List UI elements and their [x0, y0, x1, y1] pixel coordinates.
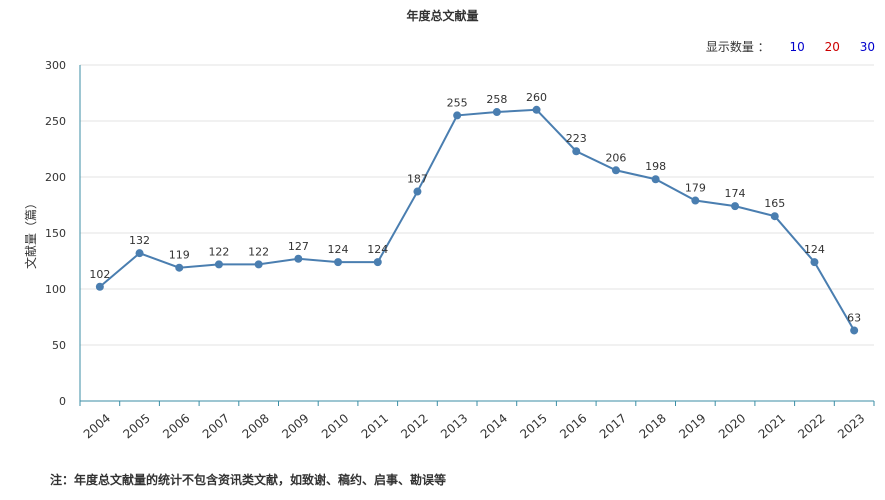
data-point[interactable]	[175, 263, 184, 272]
data-labels: 102 132 119 122 122 127 124 124 187 255 258 260 223 2…	[89, 91, 861, 325]
x-tick-labels: 2004 2005 2006 2007 2008 2009 2010 2011 2012 2013…	[81, 411, 868, 441]
data-point[interactable]	[532, 105, 541, 114]
data-label: 124	[804, 243, 825, 256]
data-point[interactable]	[214, 260, 223, 269]
series-line	[99, 108, 856, 331]
x-tick-label: 2005	[120, 411, 152, 441]
data-point[interactable]	[294, 254, 303, 263]
x-tick-label: 2017	[597, 411, 629, 441]
data-label: 255	[447, 96, 468, 109]
data-point[interactable]	[254, 260, 263, 269]
x-tick-label: 2023	[835, 411, 867, 441]
data-label: 122	[208, 245, 229, 258]
data-label: 198	[645, 160, 666, 173]
display-count-option-30[interactable]: 30	[859, 40, 875, 54]
x-tick-label: 2020	[716, 411, 748, 441]
x-tick-label: 2004	[81, 411, 113, 441]
x-tick-label: 2019	[676, 411, 708, 441]
data-label: 187	[407, 173, 428, 186]
x-tick-label: 2010	[319, 411, 351, 441]
display-count-label: 显示数量 ：	[705, 40, 770, 54]
x-tick-label: 2014	[478, 411, 510, 441]
data-point[interactable]	[810, 258, 819, 267]
x-tick-label: 2006	[160, 411, 192, 441]
y-tick-label: 250	[45, 115, 66, 128]
data-point[interactable]	[492, 108, 501, 117]
data-point[interactable]	[373, 258, 382, 267]
data-point[interactable]	[135, 249, 144, 258]
data-point[interactable]	[651, 175, 660, 184]
x-tick-label: 2016	[557, 411, 589, 441]
x-tick-label: 2015	[517, 411, 549, 441]
data-label: 179	[685, 182, 706, 195]
data-label: 124	[328, 243, 349, 256]
x-tick-label: 2007	[200, 411, 232, 441]
data-points	[95, 105, 859, 335]
footnote: 注：年度总文献量的统计不包含资讯类文献，如致谢、稿约、启事、勘误等	[50, 473, 447, 487]
axes	[79, 65, 875, 406]
x-tick-label: 2022	[795, 411, 827, 441]
data-point[interactable]	[850, 326, 859, 335]
x-tick-label: 2018	[637, 411, 669, 441]
data-label: 165	[764, 197, 785, 210]
data-point[interactable]	[731, 202, 740, 211]
data-point[interactable]	[770, 212, 779, 221]
x-tick-label: 2013	[438, 411, 470, 441]
data-label: 258	[486, 93, 507, 106]
display-count-option-10[interactable]: 10	[789, 40, 805, 54]
data-point[interactable]	[691, 196, 700, 205]
x-tick-label: 2008	[240, 411, 272, 441]
display-count-option-20[interactable]: 20	[824, 40, 840, 54]
data-point[interactable]	[572, 147, 581, 156]
data-label: 122	[248, 245, 269, 258]
data-label: 63	[847, 311, 861, 324]
data-label: 206	[605, 151, 626, 164]
y-tick-label: 200	[45, 171, 66, 184]
y-axis-label: 文献量（篇）	[23, 197, 38, 269]
grid-lines	[80, 64, 874, 346]
y-tick-label: 100	[45, 283, 66, 296]
data-label: 124	[367, 243, 388, 256]
x-tick-label: 2011	[359, 411, 391, 441]
data-point[interactable]	[334, 258, 343, 267]
data-point[interactable]	[611, 166, 620, 175]
data-point[interactable]	[453, 111, 462, 120]
data-label: 223	[566, 132, 587, 145]
y-tick-labels: 0 50 100 150 200 250 300	[45, 59, 66, 408]
x-tick-label: 2021	[756, 411, 788, 441]
y-tick-label: 50	[52, 339, 66, 352]
y-tick-label: 300	[45, 59, 66, 72]
data-label: 127	[288, 240, 309, 253]
x-tick-label: 2012	[398, 411, 430, 441]
display-count-control: 显示数量 ： 10 20 30	[706, 38, 875, 55]
data-label: 174	[725, 187, 746, 200]
y-tick-label: 0	[59, 395, 66, 408]
data-label: 260	[526, 91, 547, 104]
data-point[interactable]	[413, 187, 422, 196]
data-label: 132	[129, 234, 150, 247]
chart-title: 年度总文献量	[406, 9, 479, 23]
y-tick-label: 150	[45, 227, 66, 240]
data-label: 102	[89, 268, 110, 281]
x-tick-label: 2009	[279, 411, 311, 441]
data-point[interactable]	[95, 282, 104, 291]
data-label: 119	[169, 249, 190, 262]
